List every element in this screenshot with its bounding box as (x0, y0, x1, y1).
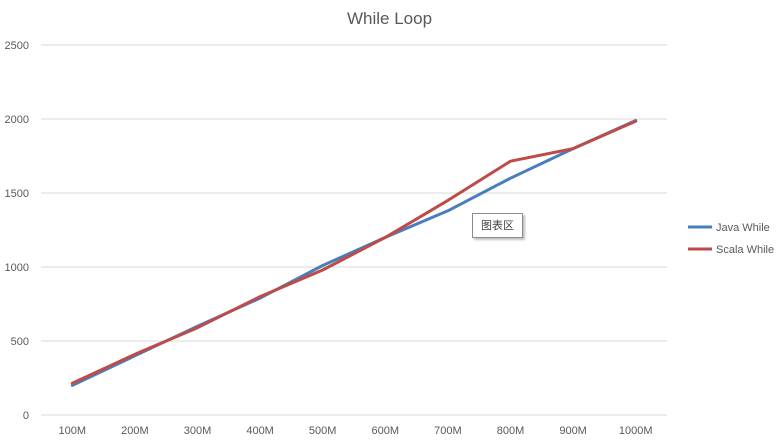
data-point (71, 382, 74, 385)
y-tick-label: 1000 (5, 262, 29, 274)
y-tick-label: 0 (23, 410, 29, 422)
chart-title: While Loop (346, 9, 433, 28)
chart-area-tooltip: 图表区 (472, 213, 523, 238)
data-point (384, 236, 387, 239)
x-tick-label: 1000M (619, 425, 653, 437)
y-tick-label: 2500 (5, 40, 29, 52)
legend-label: Java While (716, 222, 770, 234)
x-tick-label: 600M (372, 425, 400, 437)
x-tick-label: 400M (246, 425, 274, 437)
y-tick-label: 500 (11, 336, 29, 348)
x-tick-label: 300M (184, 425, 212, 437)
data-point (321, 268, 324, 271)
gridlines (41, 44, 667, 416)
legend: Java While Scala While (688, 222, 774, 256)
series-line-scala-while (70, 119, 638, 385)
data-point (446, 209, 449, 212)
x-axis-ticks: 100M 200M 300M 400M 500M 600M 700M 800M 900M 1000… (59, 425, 653, 437)
y-tick-label: 2000 (5, 114, 29, 126)
data-point (509, 177, 512, 180)
data-point (196, 326, 199, 329)
x-tick-label: 800M (497, 425, 525, 437)
data-point (259, 295, 262, 298)
data-point (572, 147, 575, 150)
x-tick-label: 200M (121, 425, 149, 437)
legend-label: Scala While (716, 244, 774, 256)
data-point (634, 120, 637, 123)
x-tick-label: 900M (559, 425, 587, 437)
data-point (509, 160, 512, 163)
x-tick-label: 100M (59, 425, 87, 437)
x-tick-label: 700M (434, 425, 462, 437)
series-lines (70, 119, 638, 387)
y-tick-label: 1500 (5, 188, 29, 200)
data-point (133, 353, 136, 356)
data-point (321, 264, 324, 267)
x-tick-label: 500M (309, 425, 337, 437)
data-point (446, 199, 449, 202)
y-axis-ticks: 0 500 1000 1500 2000 2500 (5, 40, 29, 422)
